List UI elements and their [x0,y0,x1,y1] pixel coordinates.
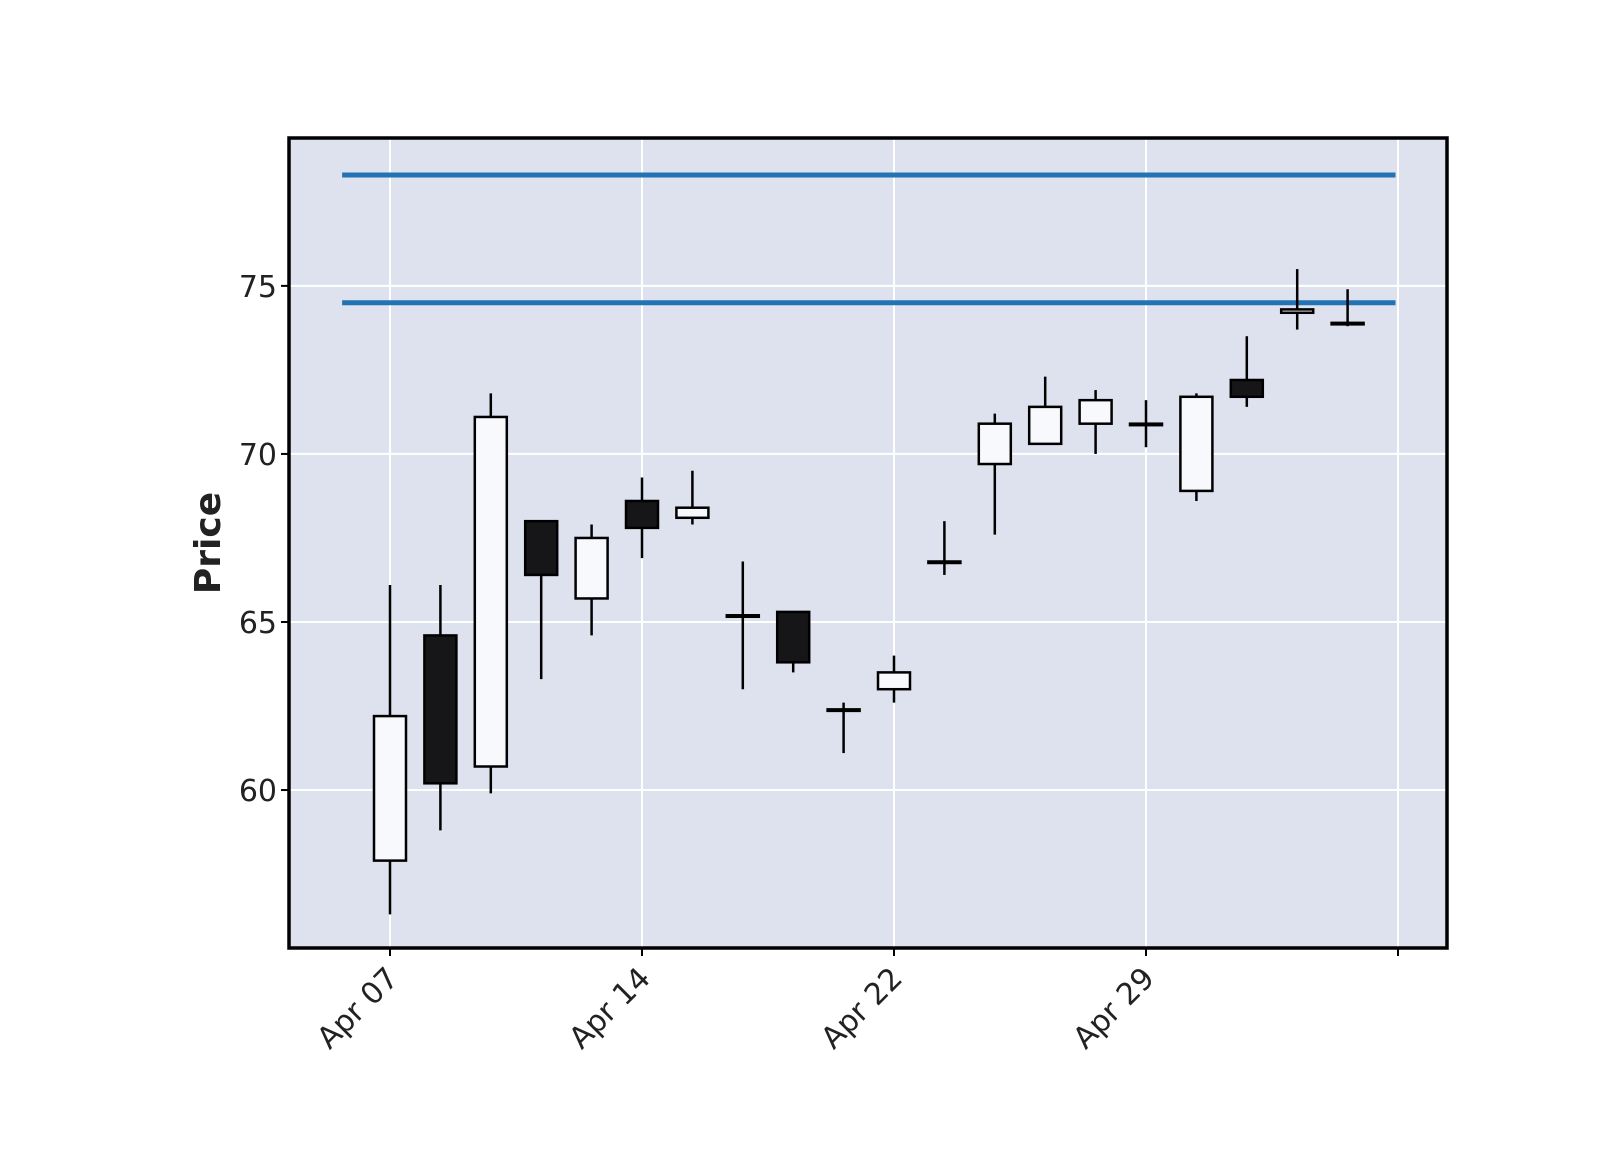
candle-body [675,506,710,520]
candle-body [473,415,509,768]
candle-body [876,671,912,691]
candle-body [1279,308,1315,315]
candle-body [826,708,861,713]
candle-body [927,560,962,565]
x-tick-label: Apr 22 [814,961,909,1056]
candle [574,524,609,636]
candle [1279,269,1315,330]
x-tick-label: Apr 14 [562,961,657,1056]
candle-body [1229,378,1265,399]
x-tick-label: Apr 07 [310,961,405,1056]
candle-body [624,499,660,530]
candle [423,585,458,831]
candle-body [574,536,609,600]
candle [1078,390,1113,454]
candle-body [1330,321,1365,326]
y-axis-title: Price [188,492,229,594]
candle-body [1128,422,1164,427]
candles [372,269,1365,915]
candle [1128,400,1164,448]
candle [1229,336,1265,407]
y-tick-label: 60 [239,774,277,809]
y-tick-label: 70 [239,438,277,473]
candle-body [523,519,559,577]
y-tick-label: 75 [239,270,277,305]
candle [1179,393,1214,501]
horizontal-lines [342,172,1396,306]
plot-area [289,138,1447,948]
candle [826,702,861,754]
candle [624,477,660,559]
candle-body [1078,398,1113,425]
candle [1027,376,1063,446]
candle [523,519,559,680]
candle-body [775,610,811,664]
candle [977,413,1013,535]
candle-body [725,614,761,619]
candle [725,561,761,690]
candle [1330,289,1365,327]
y-tick-label: 65 [239,606,277,641]
candle-body [1179,395,1214,493]
candle [775,610,811,673]
candle-body [1027,405,1063,446]
x-tick-label: Apr 29 [1066,961,1161,1056]
x-axis-ticks: Apr 07 Apr 14 Apr 22 Apr 29 [310,948,1399,1056]
candle [675,470,710,525]
y-axis-ticks: 60 65 70 75 [239,270,289,809]
candle [372,585,408,915]
candle [473,393,509,794]
candle [927,521,962,575]
candle-body [977,422,1013,466]
candle [876,655,912,703]
candle-body [372,714,408,862]
candle-body [423,634,458,785]
plot-frame [287,136,1449,950]
